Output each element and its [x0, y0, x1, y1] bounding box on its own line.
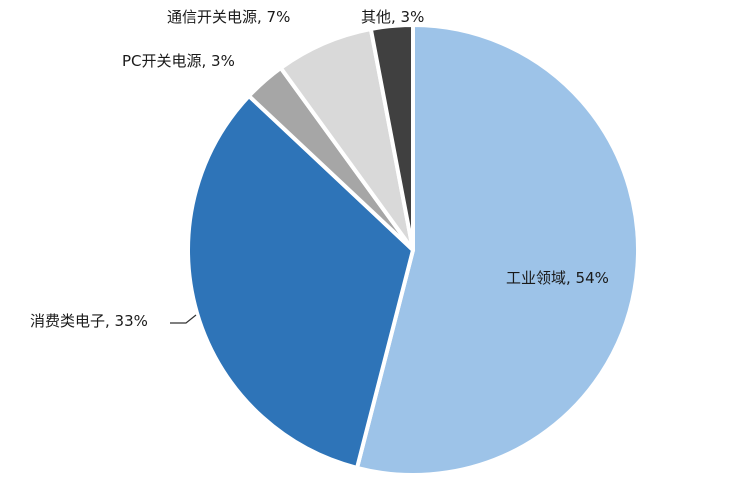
pie-slice [355, 23, 640, 477]
slice-label: PC开关电源, 3% [122, 52, 235, 70]
slice-label: 消费类电子, 33% [30, 312, 148, 330]
label-leader-line [170, 314, 197, 324]
pie-slice [186, 93, 415, 470]
pie-slices [186, 23, 640, 477]
slice-label: 其他, 3% [361, 8, 424, 26]
pie-labels: 工业领域, 54% 消费类电子, 33% PC开关电源, 3% 通信开关电源, 7% 其… [30, 8, 609, 330]
slice-label: 工业领域, 54% [506, 269, 609, 287]
pie-slice [368, 23, 415, 252]
slice-label: 通信开关电源, 7% [167, 8, 290, 26]
